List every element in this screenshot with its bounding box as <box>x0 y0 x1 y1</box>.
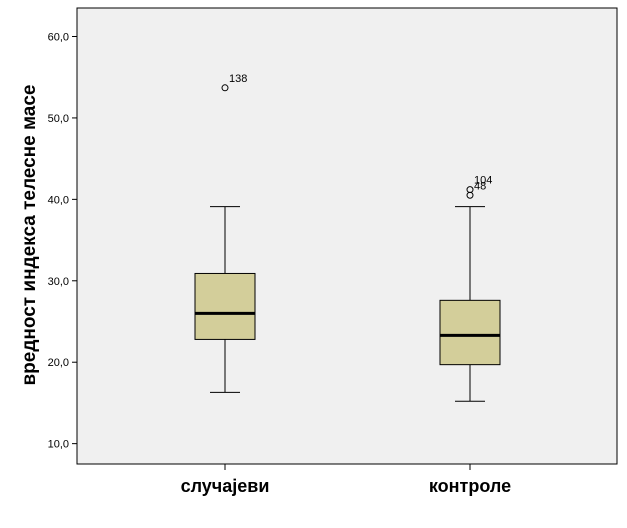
y-tick-label: 40,0 <box>48 194 69 206</box>
y-tick-label: 50,0 <box>48 113 69 125</box>
y-tick-label: 60,0 <box>48 32 69 44</box>
outlier-point <box>466 191 474 199</box>
x-axis: случајеви контроле <box>181 464 511 496</box>
outlier-label: 138 <box>229 73 247 85</box>
y-tick-label: 30,0 <box>48 276 69 288</box>
outlier-label: 48 <box>474 180 486 192</box>
outlier-point <box>221 84 229 92</box>
y-tick-label: 20,0 <box>48 357 69 369</box>
x-category-label: контроле <box>429 476 511 496</box>
y-axis-title: вредност индекса телесне масе <box>19 85 40 386</box>
outlier-label: 104 <box>474 175 492 187</box>
plot-area <box>76 7 618 465</box>
box-iqr <box>194 272 256 340</box>
y-tick-label: 10,0 <box>48 439 69 451</box>
y-axis: 10,0 20,0 30,0 40,0 50,0 60,0 <box>48 32 77 451</box>
box-iqr <box>439 299 501 366</box>
x-category-label: случајеви <box>181 476 270 496</box>
box-group: 138 <box>194 73 256 393</box>
